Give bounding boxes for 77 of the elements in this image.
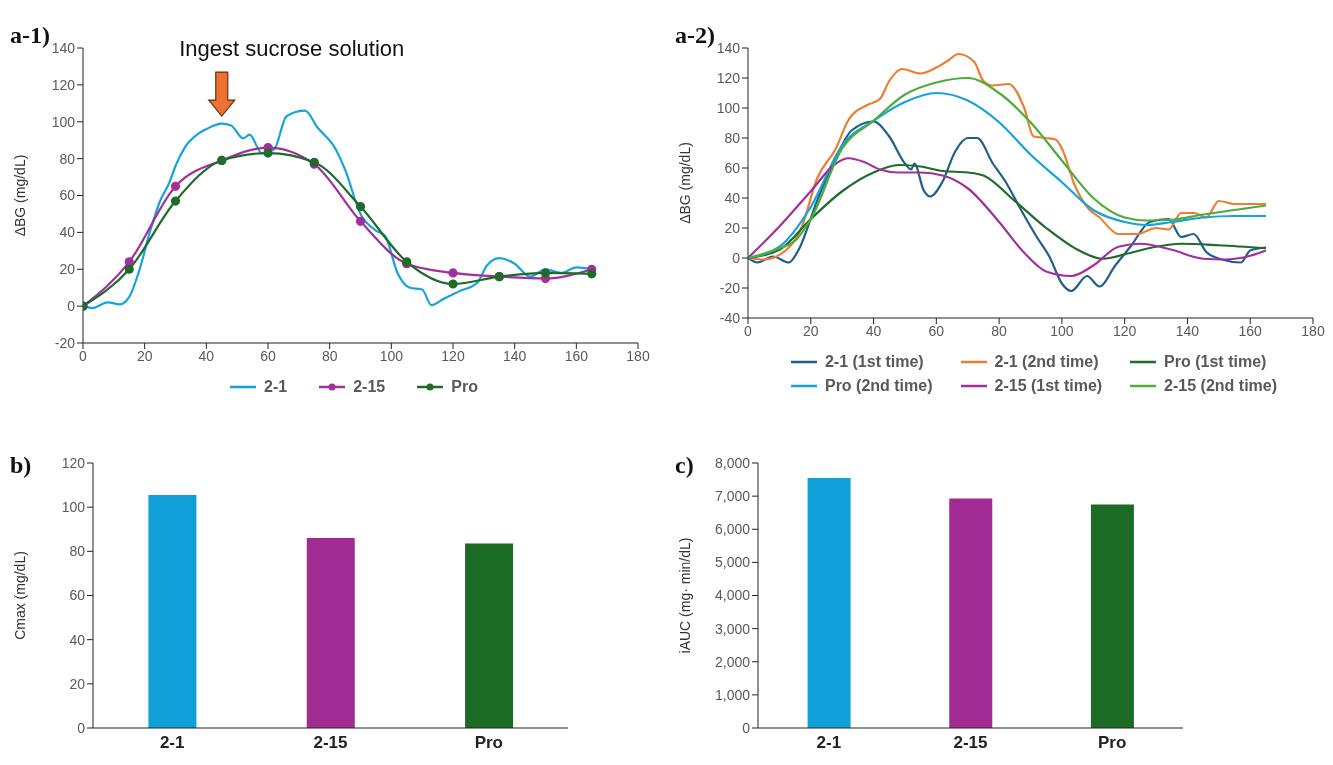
x-tick-label: 80 (321, 347, 338, 364)
y-tick-label: 140 (716, 39, 741, 56)
y-axis-title: ΔBG (mg/dL) (676, 142, 693, 224)
y-tick-label: 60 (59, 187, 76, 204)
x-tick-label: 20 (136, 347, 153, 364)
y-tick-label: 20 (59, 261, 76, 278)
y-tick-label: 80 (69, 543, 86, 560)
chart-title: c) (675, 452, 694, 479)
x-tick-label: 2-1 (816, 733, 842, 753)
y-tick-label: 8,000 (714, 454, 751, 471)
x-tick-label: 2-15 (313, 733, 348, 753)
y-tick-label: 60 (724, 159, 741, 176)
legend-label: Pro (451, 378, 478, 396)
legend-label: 2-1 (2nd time) (994, 353, 1099, 371)
y-tick-label: -20 (719, 279, 741, 296)
y-tick-label: 140 (51, 39, 76, 56)
x-tick-label: 2-15 (953, 733, 988, 753)
y-tick-label: 6,000 (714, 521, 751, 538)
legend-label: 2-1 (1st time) (824, 353, 924, 371)
chart-title: a-2) (675, 22, 715, 49)
y-axis-title: Cmax (mg/dL) (11, 551, 28, 640)
x-tick-label: 120 (441, 347, 465, 364)
chart-title: b) (10, 452, 32, 479)
legend-label: 2-1 (264, 378, 288, 396)
y-tick-label: 20 (69, 675, 86, 692)
y-tick-label: 120 (61, 454, 86, 471)
y-tick-label: 4,000 (714, 587, 751, 604)
legend-label: Pro (2nd time) (824, 377, 933, 395)
annotation: Ingest sucrose solution (179, 36, 405, 62)
y-tick-label: 7,000 (714, 488, 751, 505)
chart-title: a-1) (10, 22, 50, 49)
x-tick-label: 100 (379, 347, 404, 364)
x-tick-label: Pro (1097, 733, 1127, 753)
x-tick-label: 20 (802, 322, 819, 339)
x-tick-label: 40 (865, 322, 882, 339)
y-tick-label: 100 (716, 99, 741, 116)
y-tick-label: 40 (59, 224, 76, 241)
legend-label: 2-15 (1st time) (994, 377, 1103, 395)
y-tick-label: 3,000 (714, 620, 751, 637)
y-tick-label: 80 (724, 129, 741, 146)
legend-label: 2-15 (2nd time) (1164, 377, 1278, 395)
y-tick-label: 120 (716, 69, 741, 86)
y-tick-label: 40 (69, 631, 86, 648)
y-tick-label: 120 (51, 76, 76, 93)
x-tick-label: 120 (1112, 322, 1137, 339)
y-tick-label: 80 (59, 150, 76, 167)
x-tick-label: 80 (991, 322, 1008, 339)
x-tick-label: 60 (260, 347, 276, 364)
legend-label: 2-15 (353, 378, 386, 396)
x-tick-label: 60 (928, 322, 945, 339)
x-tick-label: 160 (564, 347, 589, 364)
legend-label: Pro (1st time) (1164, 353, 1267, 371)
x-tick-label: 180 (1301, 322, 1325, 339)
x-tick-label: Pro (474, 733, 504, 753)
y-tick-label: 40 (724, 189, 741, 206)
y-tick-label: 100 (61, 499, 86, 516)
x-tick-label: 180 (626, 347, 650, 364)
x-tick-label: 2-1 (159, 733, 185, 753)
x-tick-label: 140 (1175, 322, 1200, 339)
y-tick-label: 0 (77, 719, 86, 736)
y-tick-label: 0 (742, 719, 751, 736)
y-tick-label: 0 (732, 249, 741, 266)
y-tick-label: 2,000 (714, 653, 751, 670)
y-tick-label: 60 (69, 587, 86, 604)
y-tick-label: 0 (67, 298, 76, 315)
y-tick-label: 5,000 (714, 554, 751, 571)
y-tick-label: -20 (54, 334, 76, 351)
y-tick-label: 1,000 (714, 686, 751, 703)
x-tick-label: 140 (502, 347, 527, 364)
x-tick-label: 160 (1238, 322, 1263, 339)
y-tick-label: 20 (724, 219, 741, 236)
y-axis-title: ΔBG (mg/dL) (11, 154, 28, 237)
y-tick-label: 100 (51, 113, 76, 130)
y-tick-label: -40 (719, 309, 741, 326)
y-axis-title: iAUC (mg· min/dL) (676, 537, 693, 654)
x-tick-label: 40 (198, 347, 215, 364)
x-tick-label: 100 (1050, 322, 1074, 339)
